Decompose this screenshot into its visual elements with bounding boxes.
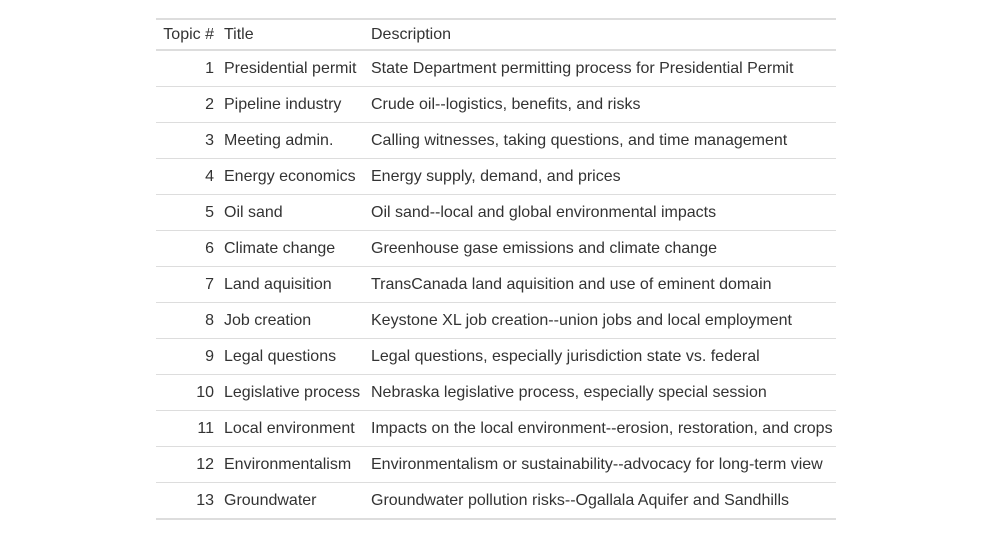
- topic-title-cell: Groundwater: [224, 491, 317, 509]
- topic-number-cell: 6: [205, 239, 214, 257]
- topic-number-cell: 1: [205, 59, 214, 77]
- topic-description-cell: Environmentalism or sustainability--advo…: [371, 455, 823, 473]
- topic-title-cell: Legal questions: [224, 347, 337, 365]
- header-topic-number: Topic #: [163, 25, 214, 43]
- topic-title-cell: Job creation: [224, 311, 312, 329]
- table-row: 7 Land aquisition TransCanada land aquisit…: [156, 267, 836, 303]
- header-title: Title: [224, 25, 254, 43]
- table-row: 1 Presidential permit State Department per…: [156, 50, 836, 87]
- table-row: 6 Climate change Greenhouse gase emissions…: [156, 231, 836, 267]
- topics-table-container: Topic # Title Description 1 Presidential …: [156, 18, 836, 520]
- topic-description-cell: Energy supply, demand, and prices: [371, 167, 621, 185]
- topic-number-cell: 11: [197, 419, 214, 437]
- header-row: Topic # Title Description: [156, 19, 836, 50]
- topic-title-cell: Meeting admin.: [224, 131, 334, 149]
- topic-title-cell: Local environment: [224, 419, 355, 437]
- topic-description-cell: Legal questions, especially jurisdiction…: [371, 347, 760, 365]
- topic-description-cell: State Department permitting process for …: [371, 59, 794, 77]
- table-row: 3 Meeting admin. Calling witnesses, taking…: [156, 123, 836, 159]
- topic-description-cell: Crude oil--logistics, benefits, and risk…: [371, 95, 641, 113]
- topic-title-cell: Environmentalism: [224, 455, 352, 473]
- topic-title-cell: Land aquisition: [224, 275, 332, 293]
- topic-description-cell: Groundwater pollution risks--Ogallala Aq…: [371, 491, 789, 509]
- topic-title-cell: Pipeline industry: [224, 95, 342, 113]
- header-description: Description: [371, 25, 452, 43]
- table-row: 5 Oil sand Oil sand--local and global envi…: [156, 195, 836, 231]
- topic-number-cell: 2: [205, 95, 214, 113]
- topic-number-cell: 10: [196, 383, 214, 401]
- topic-number-cell: 4: [205, 167, 214, 185]
- table-row: 13 Groundwater Groundwater pollution risks…: [156, 483, 836, 519]
- topic-number-cell: 7: [205, 275, 214, 293]
- topic-title-cell: Presidential permit: [224, 59, 357, 77]
- table-row: 9 Legal questions Legal questions, especia…: [156, 339, 836, 375]
- table-body: 1 Presidential permit State Department per…: [156, 50, 836, 519]
- table-row: 8 Job creation Keystone XL job creation--u…: [156, 303, 836, 339]
- topic-description-cell: Oil sand--local and global environmental…: [371, 203, 717, 221]
- topics-table: Topic # Title Description 1 Presidential …: [156, 18, 836, 520]
- table-row: 10 Legislative process Nebraska legislativ…: [156, 375, 836, 411]
- topic-number-cell: 5: [205, 203, 214, 221]
- topic-number-cell: 9: [205, 347, 214, 365]
- topic-number-cell: 3: [205, 131, 214, 149]
- topic-description-cell: Keystone XL job creation--union jobs and…: [371, 311, 792, 329]
- topic-description-cell: TransCanada land aquisition and use of e…: [371, 275, 772, 293]
- table-row: 4 Energy economics Energy supply, demand, …: [156, 159, 836, 195]
- table-row: 11 Local environment Impacts on the local …: [156, 411, 836, 447]
- topic-description-cell: Impacts on the local environment--erosio…: [371, 419, 833, 437]
- topic-description-cell: Calling witnesses, taking questions, and…: [371, 131, 788, 149]
- topic-number-cell: 13: [196, 491, 214, 509]
- topic-title-cell: Legislative process: [224, 383, 361, 401]
- topic-number-cell: 8: [205, 311, 214, 329]
- topic-description-cell: Greenhouse gase emissions and climate ch…: [371, 239, 717, 257]
- topic-description-cell: Nebraska legislative process, especially…: [371, 383, 767, 401]
- table-header: Topic # Title Description: [156, 19, 836, 50]
- topic-number-cell: 12: [196, 455, 214, 473]
- topic-title-cell: Climate change: [224, 239, 336, 257]
- topic-title-cell: Energy economics: [224, 167, 356, 185]
- table-row: 12 Environmentalism Environmentalism or su…: [156, 447, 836, 483]
- table-row: 2 Pipeline industry Crude oil--logistics, …: [156, 87, 836, 123]
- topic-title-cell: Oil sand: [224, 203, 283, 221]
